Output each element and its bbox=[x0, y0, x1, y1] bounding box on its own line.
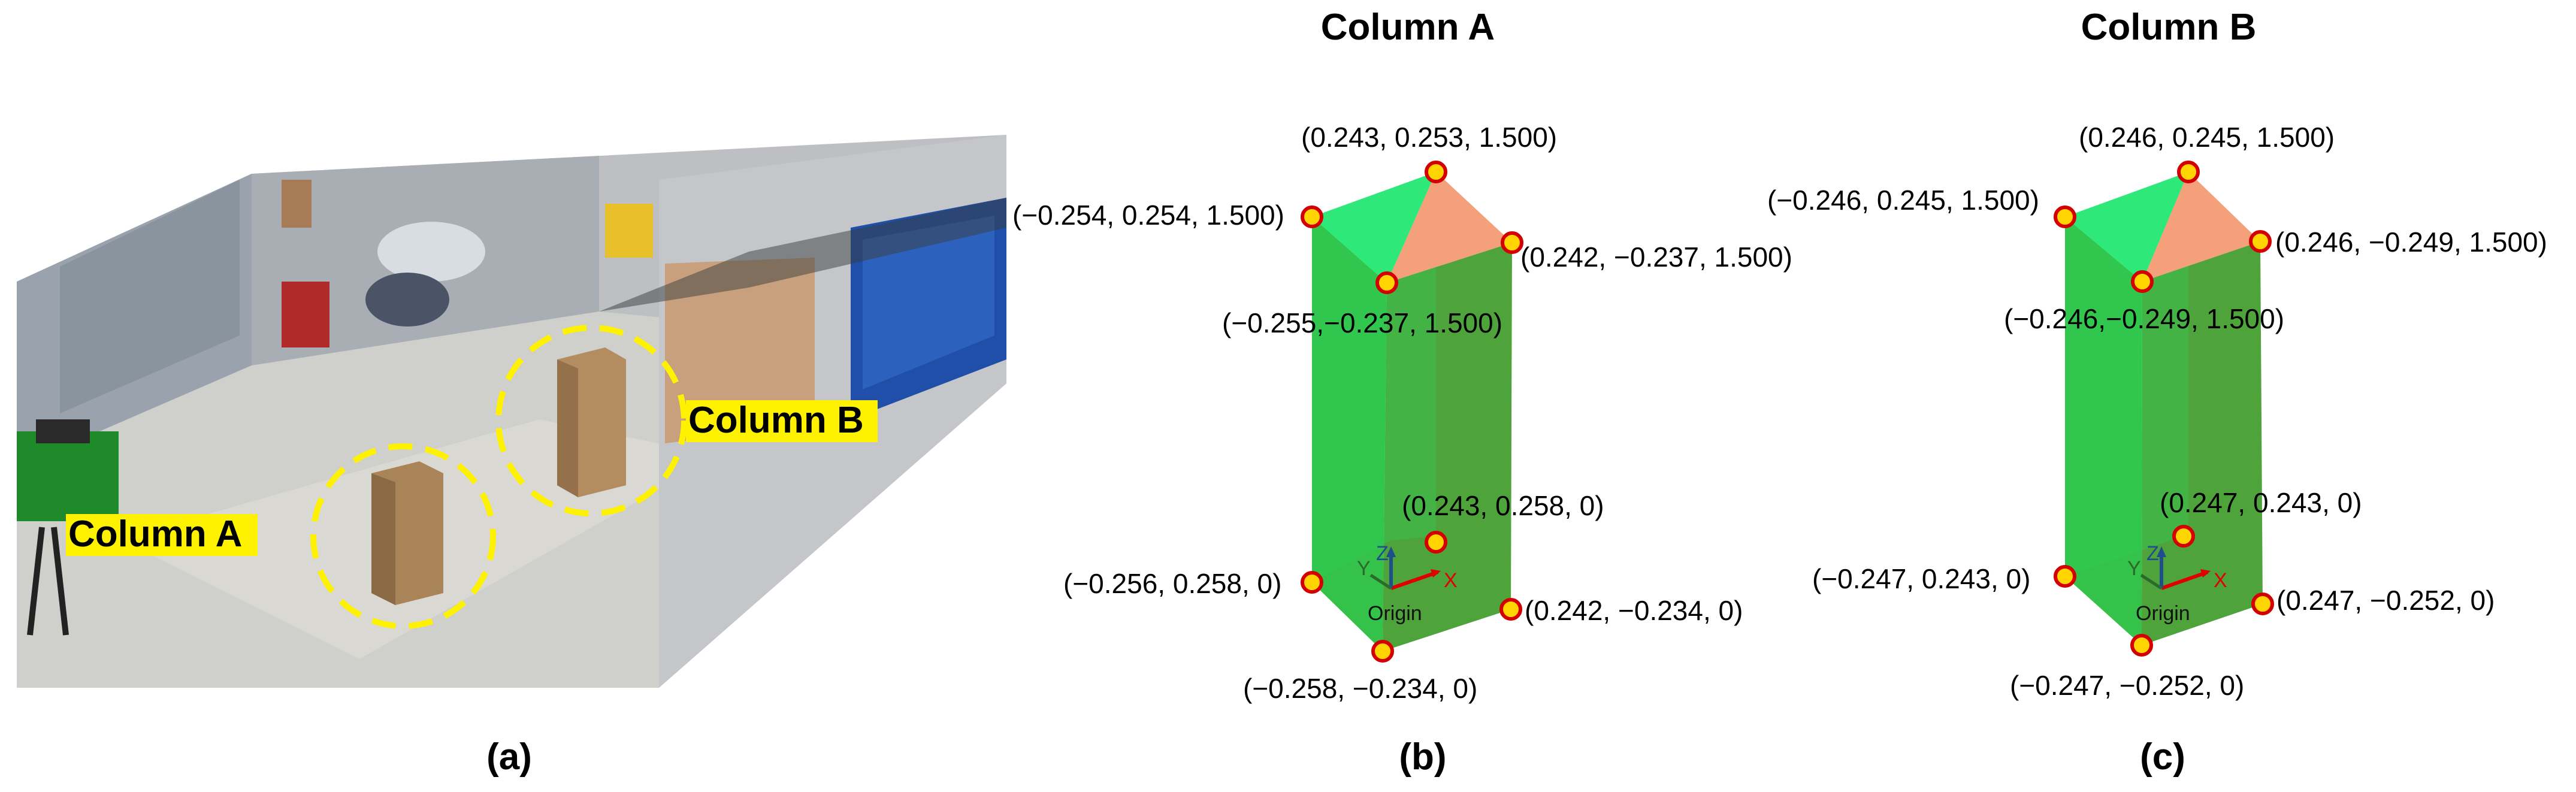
z-axis-label: Z bbox=[2146, 542, 2159, 565]
x-axis-arrow bbox=[1431, 569, 1441, 578]
label-top-front-right: (0.246, −0.249, 1.500) bbox=[2275, 226, 2547, 258]
z-axis-label: Z bbox=[1376, 542, 1389, 565]
label-bottom-back-right: (0.247, 0.243, 0) bbox=[2160, 487, 2362, 518]
vertex-bottom-front-left bbox=[1371, 640, 1394, 663]
top-face-orange bbox=[1387, 172, 1512, 283]
origin-label: Origin bbox=[2136, 602, 2190, 625]
vertex-bottom-front-right bbox=[1499, 598, 1522, 621]
right-face bbox=[1383, 243, 1512, 651]
vertex-bottom-front-left bbox=[2130, 634, 2153, 657]
vertex-bottom-front-right bbox=[2251, 593, 2274, 615]
column-b-label-box bbox=[686, 400, 878, 442]
right-face bbox=[2142, 241, 2263, 645]
vertex-top-front-left bbox=[1375, 271, 1398, 294]
column-b-diagram: Z X Y Origin (0.246, 0.245, 1.500) (−0.2… bbox=[1767, 122, 2547, 701]
label-top-front-right: (0.242, −0.237, 1.500) bbox=[1520, 241, 1792, 273]
top-face-green bbox=[1312, 172, 1436, 283]
y-axis-line bbox=[2140, 573, 2163, 590]
vertex-top-front-right bbox=[1501, 231, 1523, 254]
y-axis-label: Y bbox=[1357, 557, 1371, 580]
vertex-bottom-back-right bbox=[1425, 531, 1447, 554]
left-face bbox=[2065, 217, 2142, 645]
panel-b-caption: (b) bbox=[1399, 736, 1447, 778]
x-axis-line bbox=[1390, 570, 1438, 590]
label-bottom-front-right: (0.247, −0.252, 0) bbox=[2276, 585, 2495, 616]
label-bottom-front-left: (−0.258, −0.234, 0) bbox=[1243, 673, 1477, 704]
panel-c-caption: (c) bbox=[2140, 736, 2185, 778]
z-axis-arrow bbox=[1386, 546, 1396, 557]
vertex-top-front-left bbox=[2131, 270, 2154, 293]
vertex-top-back-left bbox=[1301, 205, 1323, 228]
label-top-back-right: (0.246, 0.245, 1.500) bbox=[2079, 122, 2335, 153]
vertex-top-front-right bbox=[2249, 230, 2272, 253]
vertex-bottom-back-left bbox=[2054, 565, 2076, 588]
column-b-label: Column B bbox=[688, 400, 864, 441]
label-bottom-back-right: (0.243, 0.258, 0) bbox=[1402, 490, 1604, 521]
label-bottom-back-left: (−0.247, 0.243, 0) bbox=[1812, 563, 2030, 594]
top-face-orange bbox=[2142, 172, 2260, 282]
x-axis-label: X bbox=[2214, 569, 2227, 592]
label-top-back-right: (0.243, 0.253, 1.500) bbox=[1301, 122, 1557, 153]
label-top-back-left: (−0.246, 0.245, 1.500) bbox=[1767, 185, 2039, 216]
x-axis-arrow bbox=[2200, 569, 2211, 578]
vertex-top-back-right bbox=[1425, 161, 1447, 183]
label-bottom-back-left: (−0.256, 0.258, 0) bbox=[1063, 568, 1281, 599]
label-bottom-front-left: (−0.247, −0.252, 0) bbox=[2010, 670, 2244, 701]
origin-label: Origin bbox=[1368, 602, 1422, 625]
label-top-front-left: (−0.246,−0.249, 1.500) bbox=[2004, 303, 2284, 334]
panel-a-caption: (a) bbox=[486, 736, 532, 778]
top-face-green bbox=[2065, 172, 2188, 282]
y-axis-line bbox=[1369, 573, 1392, 590]
column-a-label-box bbox=[66, 514, 258, 556]
column-b-highlight-circle bbox=[495, 325, 687, 516]
panel-c-title: Column B bbox=[2081, 7, 2257, 48]
vertex-bottom-back-left bbox=[1301, 571, 1323, 594]
point-cloud-image: Column A Column B bbox=[17, 135, 1006, 688]
label-bottom-front-right: (0.242, −0.234, 0) bbox=[1525, 595, 1743, 626]
vertex-top-back-right bbox=[2177, 161, 2200, 183]
column-a-highlight-circle bbox=[310, 443, 496, 629]
left-face bbox=[1312, 217, 1387, 651]
label-top-front-left: (−0.255,−0.237, 1.500) bbox=[1222, 307, 1502, 338]
panel-b-title: Column A bbox=[1320, 7, 1495, 48]
vertex-bottom-back-right bbox=[2172, 525, 2195, 548]
vertex-top-back-left bbox=[2054, 205, 2076, 228]
x-axis-label: X bbox=[1444, 569, 1458, 592]
x-axis-line bbox=[2161, 570, 2208, 590]
column-a-label: Column A bbox=[68, 513, 242, 555]
column-a-diagram: Z X Y Origin (0.243, 0.253, 1.500) (−0.2… bbox=[1012, 122, 1792, 704]
y-axis-label: Y bbox=[2127, 557, 2141, 580]
label-top-back-left: (−0.254, 0.254, 1.500) bbox=[1012, 199, 1284, 231]
z-axis-arrow bbox=[2157, 546, 2166, 557]
